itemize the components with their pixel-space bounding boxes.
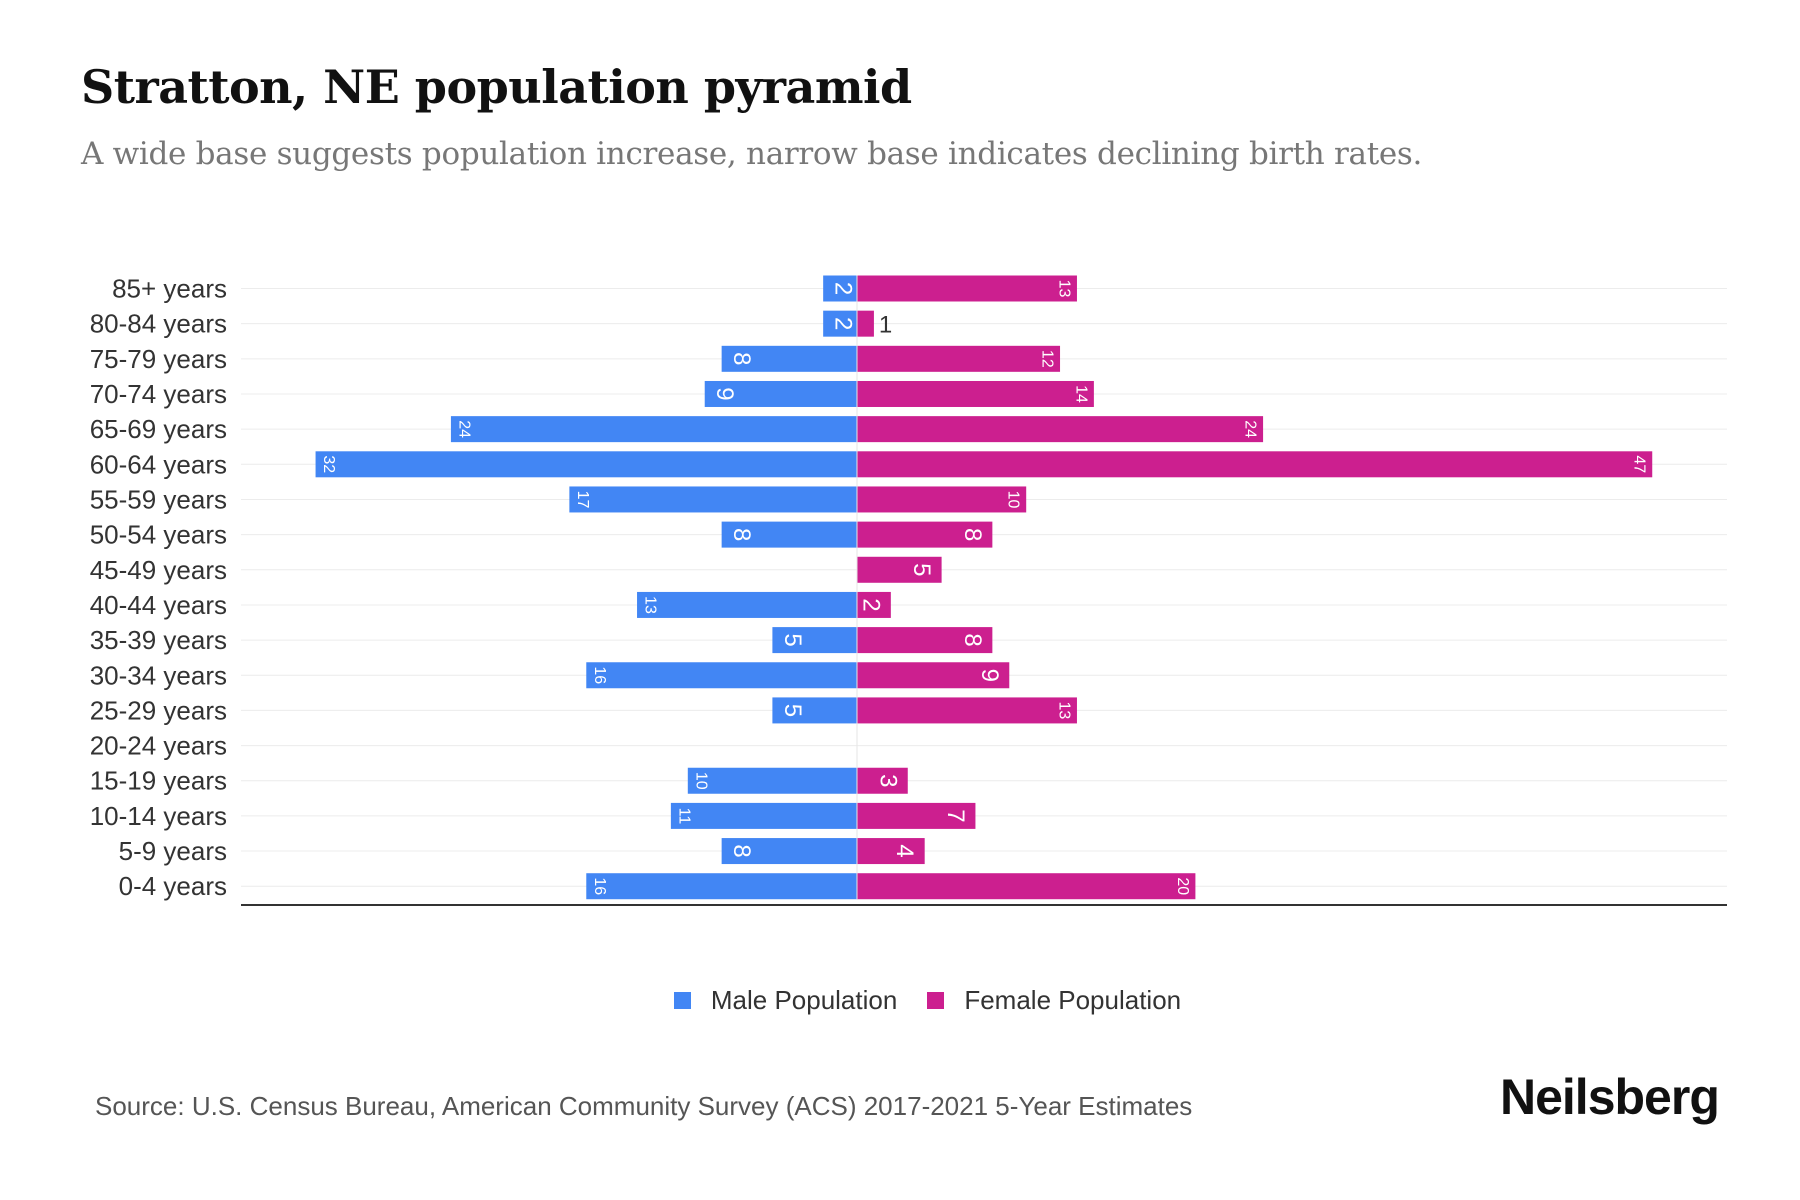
neilsberg-logo: Neilsberg xyxy=(1500,1069,1720,1125)
male-bar xyxy=(670,802,857,829)
male-bar xyxy=(704,380,857,407)
category-label: 10-14 years xyxy=(90,801,227,831)
male-bar xyxy=(721,345,857,372)
legend-swatch-female xyxy=(927,992,945,1009)
data-label: 2 xyxy=(830,282,857,295)
male-bar xyxy=(586,873,857,900)
male-bar xyxy=(721,838,857,865)
category-label: 0-4 years xyxy=(119,871,227,901)
male-bar xyxy=(315,451,857,478)
category-label: 70-74 years xyxy=(90,379,227,409)
data-label: 9 xyxy=(711,387,738,400)
legend: Male Population Female Population xyxy=(0,985,1800,1016)
male-bar xyxy=(823,310,857,337)
category-label: 65-69 years xyxy=(90,414,227,444)
data-label: 13 xyxy=(1055,702,1072,720)
data-label: 16 xyxy=(591,666,608,684)
data-label: 47 xyxy=(1631,455,1648,473)
female-bar xyxy=(857,838,925,865)
female-bar xyxy=(857,591,891,618)
data-label: 2 xyxy=(857,598,884,611)
male-bar xyxy=(772,627,857,654)
data-label: 5 xyxy=(779,633,806,646)
data-label: 20 xyxy=(1174,877,1191,895)
male-bar xyxy=(450,416,857,443)
category-label: 35-39 years xyxy=(90,625,227,655)
chart-subtitle: A wide base suggests population increase… xyxy=(81,136,1423,172)
category-label: 55-59 years xyxy=(90,484,227,514)
female-bar xyxy=(857,697,1077,724)
legend-item-male[interactable]: Male Population xyxy=(673,985,898,1016)
data-label: 8 xyxy=(728,352,755,365)
female-bar xyxy=(857,451,1653,478)
data-label: 9 xyxy=(976,669,1003,682)
male-bar xyxy=(823,275,857,302)
female-bar xyxy=(857,275,1077,302)
legend-swatch-male xyxy=(673,992,691,1009)
data-label: 4 xyxy=(891,844,918,857)
female-bar xyxy=(857,486,1027,513)
data-label: 3 xyxy=(874,774,901,787)
chart-title: Stratton, NE population pyramid xyxy=(81,60,912,114)
female-bar xyxy=(857,767,908,794)
data-label: 5 xyxy=(908,563,935,576)
data-label: 10 xyxy=(1005,491,1022,509)
category-label: 40-44 years xyxy=(90,590,227,620)
female-bar xyxy=(857,802,976,829)
category-label: 85+ years xyxy=(112,274,227,304)
legend-label-male: Male Population xyxy=(710,985,898,1015)
male-bar xyxy=(637,591,857,618)
data-label: 32 xyxy=(320,455,337,473)
data-label: 10 xyxy=(692,772,709,790)
data-label: 12 xyxy=(1039,350,1056,368)
data-label: 1 xyxy=(879,312,892,339)
category-label: 30-34 years xyxy=(90,660,227,690)
female-bar xyxy=(857,416,1264,443)
male-bar xyxy=(772,697,857,724)
data-label: 14 xyxy=(1072,385,1089,403)
data-label: 24 xyxy=(455,420,472,438)
legend-item-female[interactable]: Female Population xyxy=(927,985,1181,1016)
data-label: 24 xyxy=(1242,420,1259,438)
female-bar xyxy=(857,662,1010,689)
category-label: 45-49 years xyxy=(90,555,227,585)
female-bar xyxy=(857,310,874,337)
data-label: 7 xyxy=(942,809,969,822)
category-label: 25-29 years xyxy=(90,695,227,725)
male-bar xyxy=(687,767,857,794)
data-label: 13 xyxy=(642,596,659,614)
category-label: 80-84 years xyxy=(90,309,227,339)
data-label: 8 xyxy=(959,633,986,646)
female-bar xyxy=(857,627,993,654)
category-label: 50-54 years xyxy=(90,520,227,550)
legend-label-female: Female Population xyxy=(964,985,1182,1015)
data-label: 5 xyxy=(779,704,806,717)
category-label: 60-64 years xyxy=(90,449,227,479)
female-bar xyxy=(857,380,1094,407)
female-bar xyxy=(857,521,993,548)
male-bar xyxy=(569,486,857,513)
category-label: 5-9 years xyxy=(119,836,227,866)
data-label: 13 xyxy=(1055,280,1072,298)
category-label: 20-24 years xyxy=(90,731,227,761)
female-bar xyxy=(857,556,942,583)
data-label: 16 xyxy=(591,877,608,895)
data-label: 17 xyxy=(574,491,591,509)
data-label: 8 xyxy=(959,528,986,541)
category-label: 15-19 years xyxy=(90,766,227,796)
data-label: 8 xyxy=(728,844,755,857)
female-bar xyxy=(857,873,1196,900)
male-bar xyxy=(721,521,857,548)
source-note: Source: U.S. Census Bureau, American Com… xyxy=(95,1091,1193,1121)
male-bar xyxy=(586,662,857,689)
category-label: 75-79 years xyxy=(90,344,227,374)
data-label: 11 xyxy=(675,808,692,825)
data-label: 8 xyxy=(728,528,755,541)
female-bar xyxy=(857,345,1061,372)
data-label: 2 xyxy=(830,317,857,330)
